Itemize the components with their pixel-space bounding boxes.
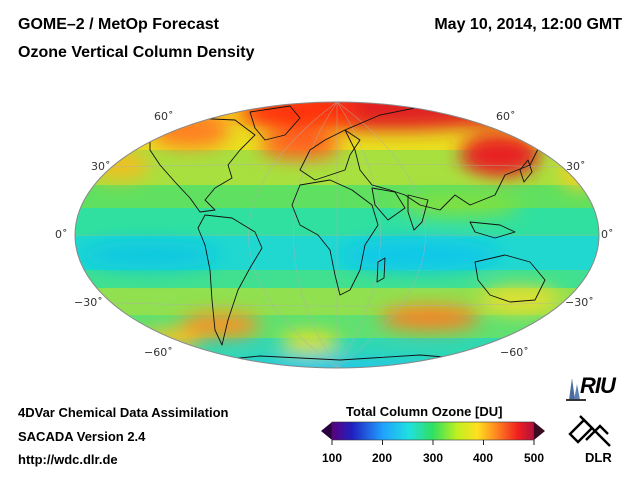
- footer-version: SACADA Version 2.4: [18, 429, 146, 444]
- dlr-logo-icon: [568, 415, 611, 447]
- footer-assimilation: 4DVar Chemical Data Assimilation: [18, 405, 229, 420]
- colorbar: [321, 421, 545, 445]
- riu-logo-icon: [566, 378, 586, 401]
- lat-label-left-60: 60˚: [154, 110, 174, 123]
- map-date: May 10, 2014, 12:00 GMT: [434, 16, 622, 33]
- map-subtitle: Ozone Vertical Column Density: [18, 44, 255, 61]
- dlr-logo-text: DLR: [585, 450, 612, 465]
- footer-url[interactable]: http://wdc.dlr.de: [18, 452, 118, 467]
- lat-label-right-30: 30˚: [566, 160, 586, 173]
- colorbar-tick-300: 300: [422, 451, 444, 465]
- lat-label-left-0: 0˚: [55, 228, 68, 241]
- colorbar-tick-500: 500: [523, 451, 545, 465]
- lat-label-right-neg30: −30˚: [565, 296, 594, 309]
- ozone-map: [74, 101, 600, 369]
- colorbar-tick-200: 200: [371, 451, 393, 465]
- colorbar-tick-100: 100: [321, 451, 343, 465]
- lat-label-left-30: 30˚: [91, 160, 111, 173]
- lat-label-left-neg30: −30˚: [74, 296, 103, 309]
- map-title: GOME–2 / MetOp Forecast: [18, 16, 219, 33]
- lat-label-left-neg60: −60˚: [144, 346, 173, 359]
- riu-logo-text: RIU: [580, 373, 616, 398]
- lat-label-right-60: 60˚: [496, 110, 516, 123]
- colorbar-tick-400: 400: [472, 451, 494, 465]
- colorbar-title: Total Column Ozone [DU]: [346, 404, 503, 419]
- lat-label-right-neg60: −60˚: [500, 346, 529, 359]
- lat-label-right-0: 0˚: [601, 228, 614, 241]
